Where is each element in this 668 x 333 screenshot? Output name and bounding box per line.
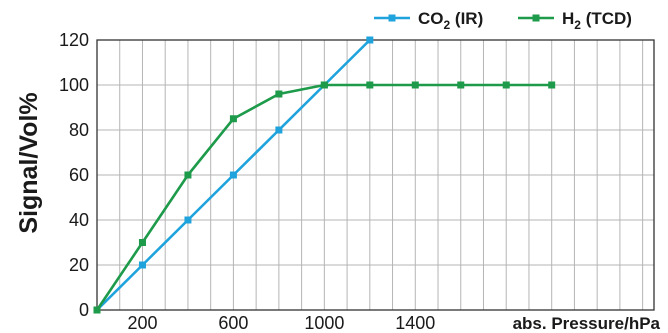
x-tick-label: 200 — [127, 313, 157, 333]
grid-lines — [97, 40, 654, 310]
data-point-marker — [320, 81, 328, 89]
data-point-marker — [502, 81, 510, 89]
y-axis-ticks: 0 20 40 60 80 100 120 — [59, 30, 89, 320]
legend-label: H2 (TCD) — [562, 9, 632, 32]
data-point-marker — [229, 115, 237, 123]
data-point-marker — [548, 81, 556, 89]
legend-swatch-marker — [532, 14, 540, 22]
x-tick-label: 1400 — [395, 313, 435, 333]
y-tick-label: 100 — [59, 75, 89, 95]
y-axis-label: Signal/Vol% — [15, 92, 43, 233]
legend: CO2 (IR) H2 (TCD) — [374, 9, 632, 32]
plot-area-frame — [96, 39, 655, 311]
series-layer — [93, 36, 556, 314]
series-2 — [93, 81, 556, 314]
data-point-marker — [229, 171, 237, 179]
y-tick-label: 20 — [69, 255, 89, 275]
legend-label: CO2 (IR) — [418, 9, 483, 32]
data-point-marker — [184, 171, 192, 179]
x-axis-label: abs. Pressure/hPa — [513, 314, 661, 333]
y-tick-label: 40 — [69, 210, 89, 230]
x-tick-label: 1000 — [304, 313, 344, 333]
y-tick-label: 60 — [69, 165, 89, 185]
legend-item: H2 (TCD) — [518, 9, 632, 32]
legend-item: CO2 (IR) — [374, 9, 483, 32]
y-tick-label: 120 — [59, 30, 89, 50]
x-tick-label: 600 — [218, 313, 248, 333]
data-point-marker — [275, 90, 283, 98]
y-tick-label: 80 — [69, 120, 89, 140]
legend-swatch-marker — [388, 14, 396, 22]
data-point-marker — [93, 306, 101, 314]
data-point-marker — [138, 261, 146, 269]
data-point-marker — [457, 81, 465, 89]
data-point-marker — [366, 36, 374, 44]
data-point-marker — [275, 126, 283, 134]
x-axis-ticks: 200 600 1000 1400 — [127, 313, 435, 333]
data-point-marker — [411, 81, 419, 89]
data-point-marker — [184, 216, 192, 224]
data-point-marker — [138, 239, 146, 246]
y-tick-label: 0 — [79, 300, 89, 320]
data-point-marker — [366, 81, 374, 89]
